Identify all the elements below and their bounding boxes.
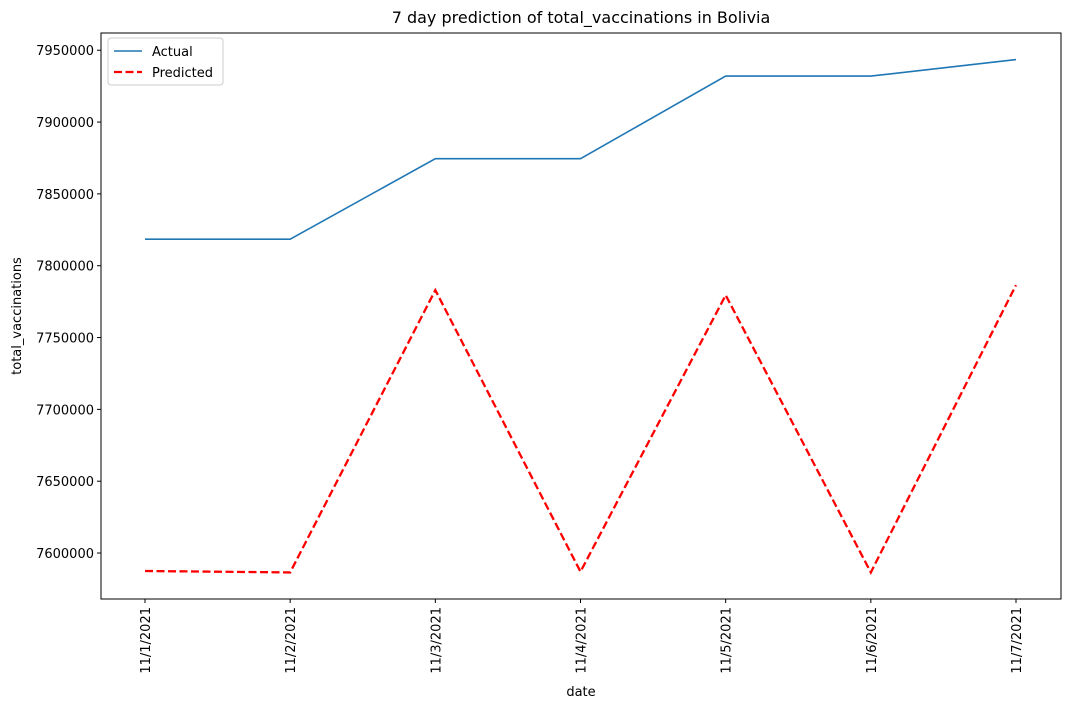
chart-title: 7 day prediction of total_vaccinations i… [392, 8, 771, 28]
x-axis-ticks: 11/1/2021 11/2/2021 11/3/2021 11/4/2021 11/5… [139, 599, 1025, 674]
series-line-actual [145, 58, 1017, 240]
x-tick-label-6: 11/7/2021 [1010, 607, 1025, 674]
x-tick-label-0: 11/1/2021 [139, 607, 154, 674]
y-tick-label-7: 7950000 [36, 44, 94, 59]
y-axis-label: total_vaccinations [10, 257, 25, 375]
x-tick-label-3: 11/4/2021 [575, 607, 590, 674]
x-tick-label-2: 11/3/2021 [429, 607, 444, 674]
x-tick-label-1: 11/2/2021 [284, 607, 299, 674]
plot-frame [100, 32, 1062, 600]
series-line-predicted [144, 284, 1018, 575]
legend-box [107, 37, 224, 86]
legend: Actual Predicted [107, 37, 224, 86]
y-tick-label-5: 7850000 [36, 188, 94, 203]
x-axis-label: date [566, 685, 595, 700]
y-tick-label-3: 7750000 [36, 332, 94, 347]
y-tick-label-0: 7600000 [36, 547, 94, 562]
y-tick-label-1: 7650000 [36, 475, 94, 490]
x-tick-label-4: 11/5/2021 [720, 607, 735, 674]
legend-label-predicted: Predicted [152, 66, 213, 81]
y-tick-label-2: 7700000 [36, 403, 94, 418]
legend-entries: Actual Predicted [114, 45, 213, 81]
x-tick-label-5: 11/6/2021 [865, 607, 880, 674]
y-tick-label-6: 7900000 [36, 116, 94, 131]
series-lines [144, 58, 1018, 575]
y-axis-ticks: 7600000 7650000 7700000 7750000 7800000 78500… [36, 44, 101, 562]
y-tick-label-4: 7800000 [36, 260, 94, 275]
legend-label-actual: Actual [152, 45, 193, 60]
